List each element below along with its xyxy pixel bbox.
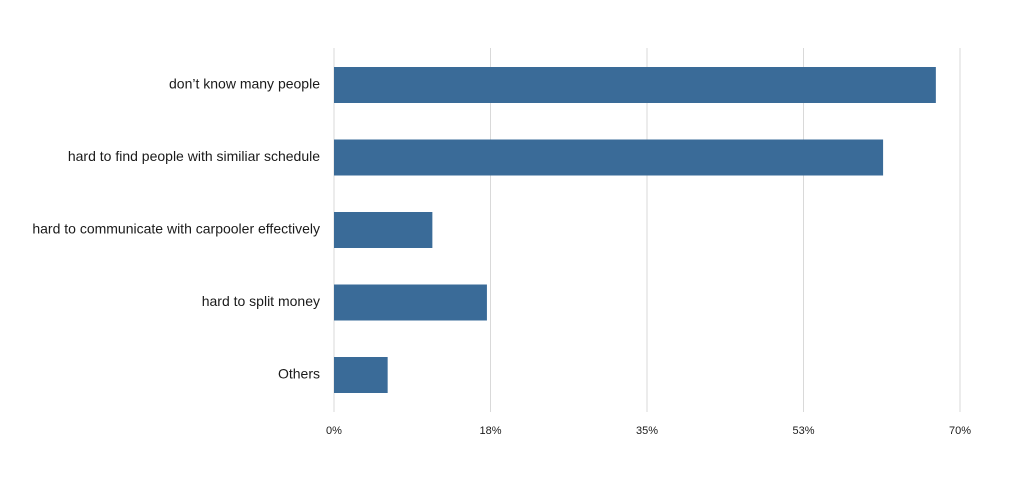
x-tick-label: 35% (636, 425, 658, 437)
x-tick-label: 70% (949, 425, 971, 437)
category-label: Others (278, 366, 320, 382)
category-label: don’t know many people (169, 76, 320, 92)
bar (334, 67, 936, 103)
bar (334, 139, 884, 176)
category-label: hard to communicate with carpooler effec… (32, 221, 320, 237)
x-tick-label: 18% (479, 425, 501, 437)
category-labels: don’t know many people hard to find peopl… (32, 76, 320, 382)
bar (334, 357, 388, 393)
x-tick-label: 0% (326, 425, 342, 437)
bar (334, 284, 487, 321)
bars (334, 67, 936, 393)
category-label: hard to find people with similiar schedu… (68, 148, 320, 164)
bar (334, 212, 433, 248)
category-label: hard to split money (202, 293, 320, 309)
x-tick-labels: 0% 18% 35% 53% 70% (326, 425, 971, 437)
x-tick-label: 53% (792, 425, 814, 437)
grid-lines (333, 48, 961, 412)
